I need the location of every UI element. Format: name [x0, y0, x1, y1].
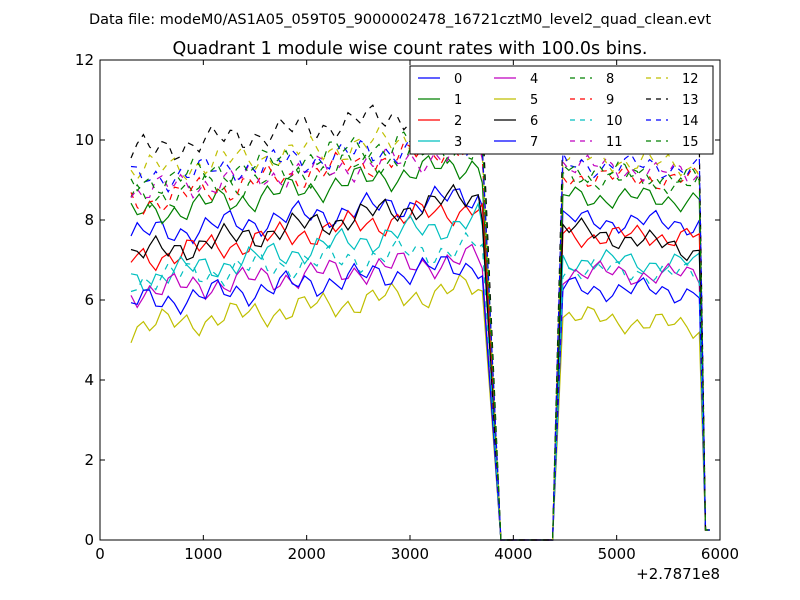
legend-label-8: 8 [606, 72, 614, 87]
legend-label-7: 7 [530, 135, 538, 150]
legend-label-0: 0 [454, 72, 462, 87]
legend-label-10: 10 [606, 114, 623, 129]
x-tick-label: 2000 [288, 545, 326, 563]
series-line-15 [130, 122, 710, 541]
x-tick-label: 6000 [701, 545, 739, 563]
legend-label-1: 1 [454, 93, 462, 108]
y-tick-label: 8 [84, 211, 94, 229]
y-tick-label: 6 [84, 291, 94, 309]
x-offset-label: +2.7871e8 [636, 565, 720, 583]
y-tick-label: 12 [75, 51, 94, 69]
y-tick-label: 10 [75, 131, 94, 149]
series-layer [130, 93, 710, 541]
x-tick-label: 5000 [598, 545, 636, 563]
chart-title: Quadrant 1 module wise count rates with … [173, 39, 648, 59]
legend-label-11: 11 [606, 135, 623, 150]
x-tick-label: 3000 [391, 545, 429, 563]
legend-label-15: 15 [682, 135, 699, 150]
y-tick-label: 2 [84, 451, 94, 469]
series-line-0 [130, 185, 710, 541]
legend-label-9: 9 [606, 93, 614, 108]
series-line-3 [130, 201, 710, 541]
legend-label-14: 14 [682, 114, 699, 129]
legend-label-4: 4 [530, 72, 538, 87]
legend-label-3: 3 [454, 135, 462, 150]
legend-label-13: 13 [682, 93, 699, 108]
series-line-6 [130, 183, 710, 541]
series-line-11 [130, 139, 710, 541]
legend-label-2: 2 [454, 114, 462, 129]
x-tick-label: 4000 [494, 545, 532, 563]
series-line-2 [130, 199, 710, 541]
legend-label-5: 5 [530, 93, 538, 108]
y-tick-label: 4 [84, 371, 94, 389]
x-tick-label: 0 [95, 545, 105, 563]
legend-label-12: 12 [682, 72, 699, 87]
series-line-13 [130, 93, 710, 541]
series-line-7 [130, 256, 710, 541]
figure-suptitle: Data file: modeM0/AS1A05_059T05_90000024… [89, 12, 711, 28]
legend-frame [409, 65, 714, 155]
legend-label-6: 6 [530, 114, 538, 129]
x-tick-label: 1000 [184, 545, 222, 563]
series-line-10 [130, 231, 710, 541]
y-tick-label: 0 [84, 531, 94, 549]
series-line-9 [130, 132, 710, 541]
series-line-14 [130, 131, 710, 541]
